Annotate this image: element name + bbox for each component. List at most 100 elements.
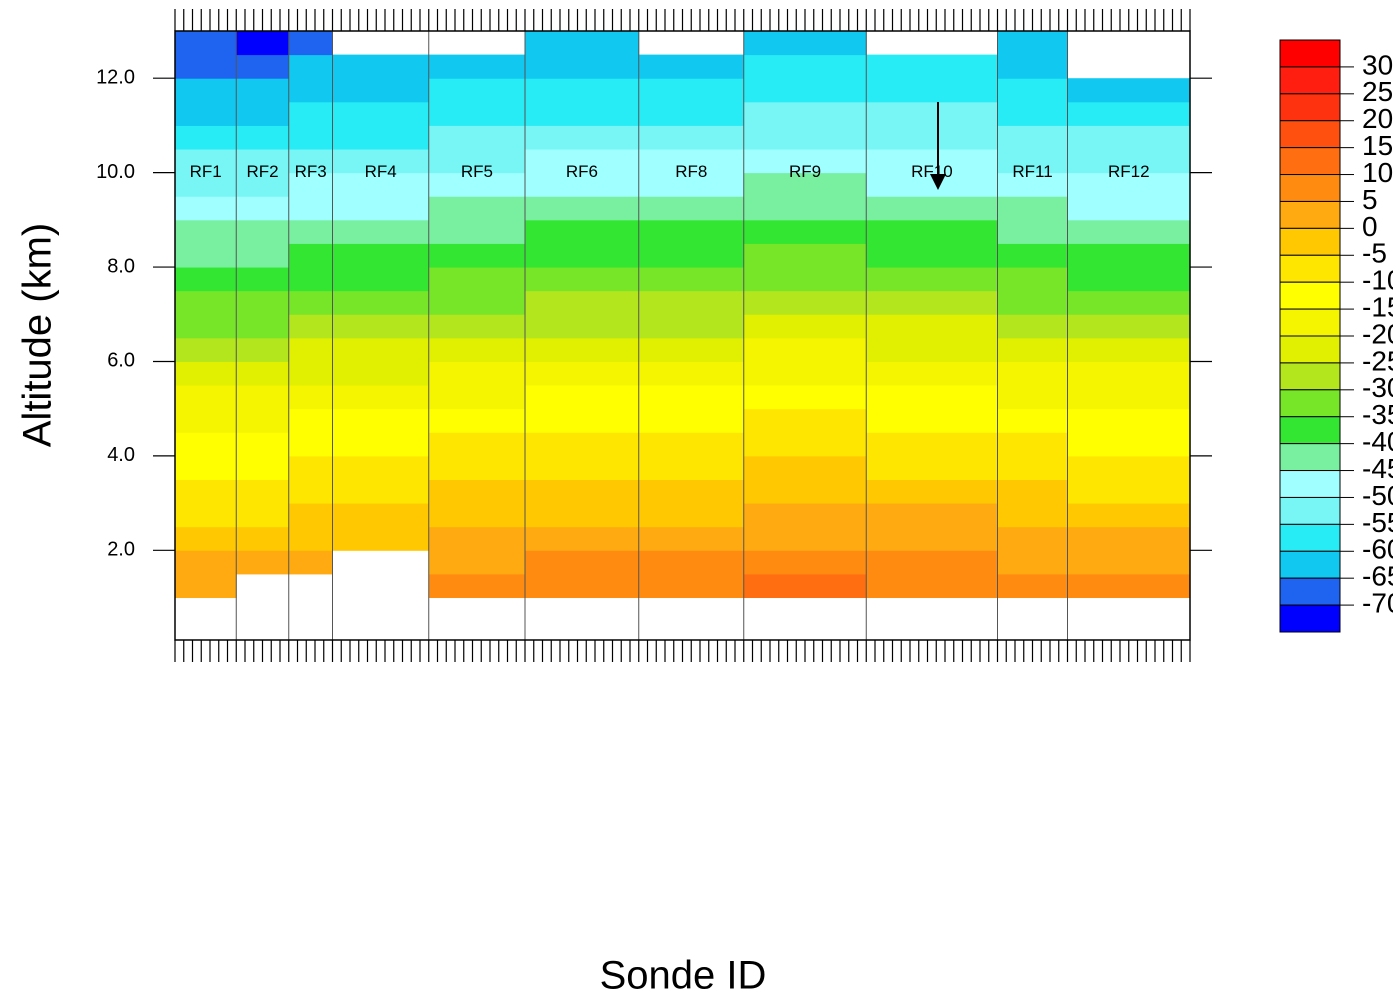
cell [1067, 479, 1190, 504]
cell [428, 361, 526, 386]
cell [1067, 432, 1190, 457]
cell [866, 573, 998, 599]
cell [743, 408, 867, 433]
y-axis-title: Altitude (km) [16, 223, 60, 448]
cell [525, 54, 640, 79]
colorbar-box [1279, 281, 1341, 310]
cell [743, 550, 867, 575]
colorbar-label: -70 [1362, 587, 1393, 618]
cell [236, 432, 290, 457]
cell [332, 78, 430, 103]
cell [743, 290, 867, 315]
cell [332, 219, 430, 244]
cell [525, 432, 640, 457]
colorbar-box [1279, 66, 1341, 95]
colorbar-box [1279, 416, 1341, 445]
cell [743, 101, 867, 126]
cell [997, 290, 1068, 315]
cell [332, 432, 430, 457]
cell [638, 526, 745, 551]
colorbar-label: -10 [1362, 265, 1393, 296]
cell [428, 550, 526, 575]
colorbar-label: -35 [1362, 399, 1393, 430]
cell [175, 78, 237, 103]
cell [175, 385, 237, 410]
colorbar-label: 25 [1362, 76, 1393, 107]
cell [866, 385, 998, 410]
cell [332, 267, 430, 292]
colorbar-box [1279, 604, 1341, 633]
cells [175, 31, 1190, 599]
cell [236, 101, 290, 126]
cell [525, 290, 640, 315]
cell [236, 196, 290, 221]
cell [236, 550, 290, 575]
cell [525, 479, 640, 504]
cell [428, 385, 526, 410]
cell [525, 172, 640, 197]
cell [236, 361, 290, 386]
y-tick-label: 4.0 [107, 444, 135, 466]
cell [1067, 125, 1190, 150]
cell [866, 219, 998, 244]
cell [525, 573, 640, 599]
cell [332, 385, 430, 410]
cell [866, 526, 998, 551]
cell [288, 219, 333, 244]
colorbar-label: -40 [1362, 426, 1393, 457]
cell [175, 550, 237, 575]
flight-label: RF6 [566, 162, 598, 181]
cell [866, 149, 998, 174]
cell [288, 290, 333, 315]
cell [866, 125, 998, 150]
cell [428, 172, 526, 197]
cell [525, 101, 640, 126]
cell [175, 149, 237, 174]
cell [525, 455, 640, 480]
cell [288, 479, 333, 504]
cell [525, 149, 640, 174]
cell [288, 432, 333, 457]
cell [638, 290, 745, 315]
cell [997, 503, 1068, 528]
colorbar-label: -50 [1362, 480, 1393, 511]
cell [236, 503, 290, 528]
cell [175, 31, 237, 56]
cell [866, 267, 998, 292]
y-tick-label: 8.0 [107, 255, 135, 277]
colorbar-box [1279, 200, 1341, 229]
cell [638, 54, 745, 79]
cell [288, 361, 333, 386]
cell [236, 408, 290, 433]
cell [428, 503, 526, 528]
flight-label: RF11 [1012, 162, 1052, 181]
cell [428, 149, 526, 174]
cell [175, 455, 237, 480]
cell [175, 503, 237, 528]
cell [866, 361, 998, 386]
cell [743, 78, 867, 103]
cell [175, 267, 237, 292]
cell [638, 550, 745, 575]
colorbar-box [1279, 39, 1341, 68]
cell [1067, 219, 1190, 244]
cell [175, 408, 237, 433]
cell [743, 54, 867, 79]
cell [997, 172, 1068, 197]
cell [332, 149, 430, 174]
cell [525, 385, 640, 410]
flight-label: RF8 [675, 162, 707, 181]
colorbar-box [1279, 120, 1341, 149]
cell [332, 337, 430, 362]
cell [638, 408, 745, 433]
cell [997, 573, 1068, 599]
cell [866, 54, 998, 79]
cell [638, 503, 745, 528]
colorbar-box [1279, 254, 1341, 283]
colorbar-label: -15 [1362, 291, 1393, 322]
cell [525, 219, 640, 244]
cell [1067, 172, 1190, 197]
colorbar-box [1279, 443, 1341, 472]
cell [236, 54, 290, 79]
